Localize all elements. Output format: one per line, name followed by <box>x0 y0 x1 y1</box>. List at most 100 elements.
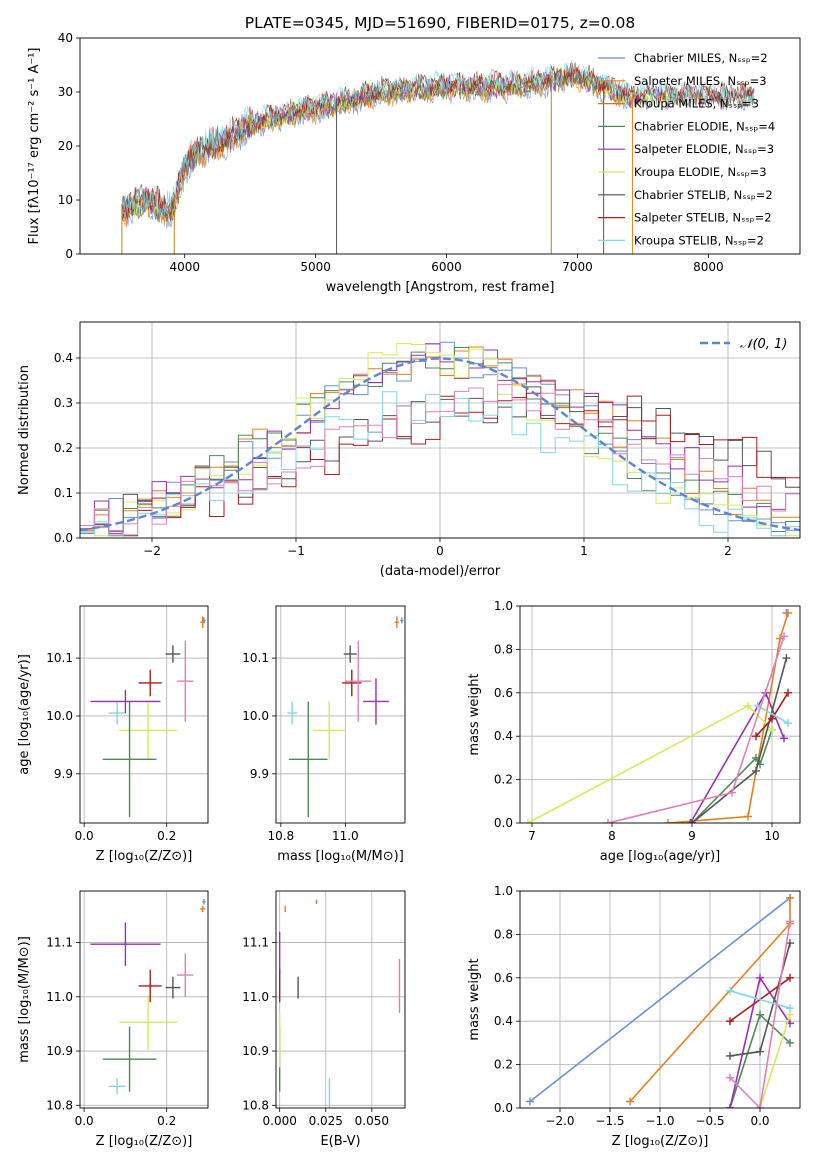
weight_vs_Z-marker <box>756 1047 764 1056</box>
spectrum-legend: Chabrier MILES, Nₛₛₚ=2 Salpeter MILES, Nₛ… <box>598 51 775 247</box>
spectrum-ytick-label: 20 <box>58 139 73 153</box>
weight_vs_age-line-4 <box>527 704 773 823</box>
weight_vs_age-ytick-label: 0.2 <box>494 773 513 787</box>
spectrum-ytick-label: 10 <box>58 193 73 207</box>
weight_vs_Z-marker <box>726 1104 734 1108</box>
spectrum-series-8 <box>121 60 755 218</box>
weight_vs_Z-marker <box>756 973 764 982</box>
weight_vs_Z-marker <box>526 1097 534 1106</box>
age_vs_Z-ytick-label: 10.0 <box>46 709 73 723</box>
weight_vs_age-xtick-label: 7 <box>528 829 536 843</box>
age_vs_Z-points <box>90 616 206 818</box>
spectrum-ytick-label: 0 <box>65 247 73 261</box>
age_vs_mass-points <box>287 616 404 818</box>
age_vs_mass-xlabel: mass [log₁₀(M/M⊙)] <box>277 849 404 864</box>
age_vs_Z-axes: 0.0 0.2 9.9 10.0 10.1 Z [log₁₀(Z/Z⊙)] age [log… <box>17 606 208 864</box>
weight_vs_age-axes: 7 8 9 10 0.0 0.2 0.4 0.6 0.8 1.0 age [log₁₀(age/yr… <box>467 599 800 864</box>
weight_vs_Z-series <box>526 893 794 1108</box>
residuals-ytick-label: 0.0 <box>54 531 73 545</box>
weight_vs_age-marker <box>752 753 760 762</box>
residuals-legend-label: 𝒩(0, 1) <box>740 337 787 352</box>
mass_vs_EBV-ytick-label: 10.9 <box>242 1044 269 1058</box>
weight_vs_age-series <box>524 608 792 823</box>
legend-label: Kroupa ELODIE, Nₛₛₚ=3 <box>634 165 767 179</box>
mass_vs_Z-ytick-label: 10.9 <box>46 1044 73 1058</box>
age_vs_Z-ytick-label: 10.1 <box>46 651 73 665</box>
mass_vs_EBV-frame <box>275 890 406 1109</box>
legend-label: Kroupa MILES, Nₛₛₚ=3 <box>634 97 759 111</box>
weight_vs_Z-marker <box>786 1038 794 1047</box>
mass_vs_Z-xlabel: Z [log₁₀(Z/Z⊙)] <box>96 1134 193 1149</box>
weight_vs_age-marker <box>780 632 788 641</box>
weight_vs_Z-xtick-label: 0.0 <box>750 1114 769 1128</box>
spectrum-series-7 <box>121 62 755 220</box>
mass_vs_Z-axes: 0.0 0.2 10.8 10.9 11.0 11.1 Z [log₁₀(Z/Z⊙)] mas… <box>17 891 208 1149</box>
residuals-step-3 <box>80 343 800 534</box>
residuals-step-7 <box>80 391 800 537</box>
legend-label: Chabrier STELIB, Nₛₛₚ=2 <box>634 188 773 202</box>
weight_vs_Z-ylabel: mass weight <box>467 958 482 1040</box>
age_vs_Z-ytick-label: 9.9 <box>54 767 73 781</box>
residuals-xtick-label: 1 <box>580 544 588 558</box>
weight_vs_age-marker <box>784 608 792 617</box>
mass_vs_Z-xtick-label: 0.2 <box>157 1114 176 1128</box>
weight_vs_age-ytick-label: 0.8 <box>494 642 513 656</box>
weight_vs_age-marker <box>784 719 792 728</box>
residuals-ytick-label: 0.1 <box>54 486 73 500</box>
weight_vs_age-xtick-label: 10 <box>764 829 779 843</box>
age_vs_mass-axes: 10.8 11.0 9.9 10.0 10.1 mass [log₁₀(M/M⊙)] <box>242 606 405 864</box>
weight_vs_age-line-2 <box>691 729 773 823</box>
weight_vs_Z-marker <box>786 939 794 948</box>
mass_vs_EBV-points <box>278 899 401 1108</box>
weight_vs_age-marker <box>768 714 776 723</box>
weight_vs_Z-ytick-label: 0.2 <box>494 1058 513 1072</box>
mass_vs_Z-ylabel: mass [log₁₀(M/M⊙)] <box>17 936 32 1063</box>
mass_vs_Z-frame <box>79 890 209 1109</box>
spectrum-frame <box>79 37 801 255</box>
weight_vs_Z-marker <box>726 1051 734 1060</box>
weight_vs_Z-ytick-label: 0.4 <box>494 1014 513 1028</box>
weight_vs_Z-marker <box>786 1004 794 1013</box>
spectrum-ytick-label: 30 <box>58 85 73 99</box>
weight_vs_Z-line-4 <box>759 1014 791 1108</box>
weight_vs_Z-ytick-label: 0.8 <box>494 927 513 941</box>
age_vs_mass-ytick-label: 10.0 <box>242 709 269 723</box>
weight_vs_Z-marker <box>726 986 734 995</box>
residuals-axes: −2 −1 0 1 2 0.0 0.1 0.2 0.3 0.4 (data-model)/error… <box>17 322 800 579</box>
residuals-xtick-label: 0 <box>436 544 444 558</box>
weight_vs_Z-ytick-label: 0.6 <box>494 971 513 985</box>
weight_vs_Z-xtick-label: −1.0 <box>645 1114 674 1128</box>
age_vs_Z-frame <box>79 605 209 824</box>
spectrum-xtick-label: 8000 <box>693 260 724 274</box>
mass_vs_EBV-xtick-label: 0.000 <box>263 1114 297 1128</box>
residuals-ylabel: Normed distribution <box>17 365 32 495</box>
weight_vs_age-xtick-label: 9 <box>688 829 696 843</box>
age_vs_Z-ylabel: age [log₁₀(age/yr)] <box>17 654 32 775</box>
residuals-xtick-label: 2 <box>724 544 732 558</box>
weight_vs_Z-marker <box>726 1073 734 1082</box>
weight_vs_age-marker <box>604 819 612 823</box>
residuals-step-6 <box>80 392 800 537</box>
age_vs_mass-ytick-label: 10.1 <box>242 651 269 665</box>
weight_vs_age-xtick-label: 8 <box>608 829 616 843</box>
legend-label: Kroupa STELIB, Nₛₛₚ=2 <box>634 233 764 247</box>
weight_vs_Z-marker <box>726 1017 734 1026</box>
mass_vs_Z-ytick-label: 11.1 <box>46 936 73 950</box>
spectrum-xtick-label: 4000 <box>169 260 200 274</box>
weight_vs_age-marker <box>524 819 532 823</box>
weight_vs_age-marker <box>752 766 760 775</box>
weight_vs_age-marker <box>664 819 672 823</box>
weight_vs_age-marker <box>752 732 760 741</box>
weight_vs_age-frame <box>519 605 801 824</box>
weight_vs_age-marker <box>782 654 791 663</box>
residuals-xlabel: (data-model)/error <box>380 564 501 579</box>
residuals-ytick-label: 0.3 <box>54 396 73 410</box>
residuals-step-2 <box>80 347 800 537</box>
weight_vs_Z-line-0 <box>529 897 791 1103</box>
age_vs_Z-xtick-label: 0.2 <box>157 829 176 843</box>
weight_vs_age-line-8 <box>607 636 785 823</box>
spectrum-xlabel: wavelength [Angstrom, rest frame] <box>326 280 555 295</box>
weight_vs_age-marker <box>728 788 736 797</box>
mass_vs_Z-xtick-label: 0.0 <box>75 1114 94 1128</box>
